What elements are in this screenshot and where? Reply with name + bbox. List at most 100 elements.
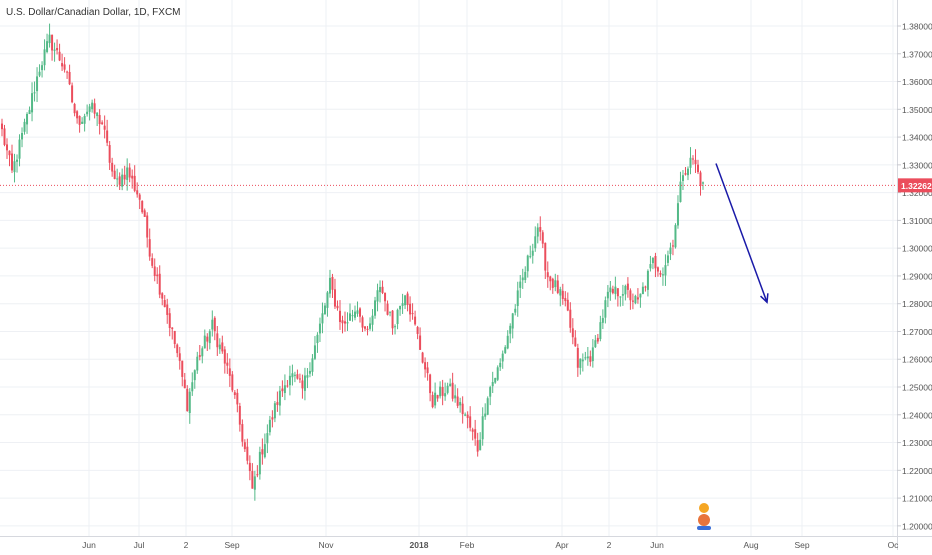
- candle: [281, 380, 284, 397]
- candle-body: [6, 144, 9, 151]
- y-tick-label: 1.23000: [902, 438, 932, 448]
- candle-body: [158, 273, 161, 295]
- candle-body: [93, 103, 96, 114]
- candle-body: [86, 111, 89, 115]
- candle-body: [111, 162, 114, 172]
- candle: [531, 243, 534, 264]
- candle-body: [216, 333, 219, 348]
- candle-body: [98, 114, 101, 125]
- candle: [106, 119, 109, 147]
- candle-body: [409, 303, 412, 315]
- candle-body: [414, 316, 417, 325]
- candle: [464, 412, 467, 417]
- candle: [594, 335, 597, 348]
- candle: [629, 288, 632, 310]
- candle: [266, 424, 269, 454]
- candle: [576, 343, 579, 377]
- candle: [138, 193, 141, 210]
- candle: [166, 298, 169, 324]
- candle: [226, 353, 229, 374]
- candle-body: [381, 286, 384, 293]
- candle: [549, 275, 552, 291]
- candle-body: [351, 315, 354, 317]
- candle: [213, 316, 216, 341]
- y-tick-label: 1.31000: [902, 216, 932, 226]
- candle-body: [268, 419, 271, 433]
- candle-body: [614, 286, 617, 294]
- candle: [348, 303, 351, 321]
- y-tick-label: 1.34000: [902, 133, 932, 143]
- candle: [636, 288, 639, 304]
- candle-body: [569, 309, 572, 328]
- candle: [206, 333, 209, 351]
- candle-body: [636, 297, 639, 300]
- candle: [333, 278, 336, 309]
- candle: [536, 223, 539, 244]
- candle-body: [476, 440, 479, 452]
- candle: [136, 182, 139, 198]
- candle: [654, 252, 657, 278]
- candle: [143, 208, 146, 218]
- candle: [609, 280, 612, 301]
- candle-body: [191, 382, 194, 392]
- candle-body: [161, 293, 164, 299]
- candle: [271, 410, 274, 428]
- candle: [689, 147, 692, 175]
- candle-body: [644, 286, 647, 288]
- candle: [23, 118, 26, 135]
- candle-body: [181, 360, 184, 377]
- candle: [389, 311, 392, 317]
- candle-body: [336, 305, 339, 309]
- candle-body: [228, 368, 231, 376]
- candle: [611, 285, 614, 295]
- candle-body: [634, 295, 637, 304]
- x-tick-label: Sep: [224, 540, 239, 550]
- candle-body: [456, 396, 459, 406]
- candle: [489, 385, 492, 406]
- candle-body: [501, 353, 504, 362]
- candle-body: [514, 308, 517, 313]
- candle: [101, 120, 104, 125]
- candle: [591, 339, 594, 368]
- candle-body: [694, 159, 697, 165]
- candle-body: [71, 85, 74, 103]
- candle-body: [424, 362, 427, 370]
- candle-body: [263, 444, 266, 458]
- candle-body: [308, 370, 311, 374]
- candle: [223, 346, 226, 374]
- candle-body: [491, 382, 494, 387]
- candle-body: [679, 181, 682, 202]
- x-tick-label: Jun: [82, 540, 96, 550]
- candle-body: [188, 391, 191, 414]
- candle-body: [143, 210, 146, 217]
- candle-body: [641, 286, 644, 295]
- candle: [696, 159, 699, 175]
- candle: [8, 150, 11, 167]
- candle: [681, 170, 684, 190]
- candle: [323, 302, 326, 315]
- candle: [1, 118, 3, 137]
- candle-body: [441, 386, 444, 396]
- candle: [366, 325, 369, 336]
- candle: [268, 415, 271, 436]
- candle-body: [364, 326, 367, 329]
- candle-body: [529, 256, 532, 258]
- candle: [176, 343, 179, 358]
- candle: [336, 300, 339, 311]
- candle-body: [676, 203, 679, 226]
- y-tick-label: 1.22000: [902, 466, 932, 476]
- candle: [261, 438, 264, 465]
- candle-body: [203, 335, 206, 349]
- candle: [193, 369, 196, 389]
- candle: [263, 433, 266, 459]
- candle-body: [198, 355, 201, 357]
- candle: [529, 245, 532, 259]
- candle: [288, 365, 291, 396]
- candle: [71, 82, 74, 104]
- candle: [221, 335, 224, 354]
- candle: [103, 115, 106, 139]
- candle-body: [168, 313, 171, 329]
- candle-body: [691, 158, 694, 160]
- candle-body: [519, 281, 522, 288]
